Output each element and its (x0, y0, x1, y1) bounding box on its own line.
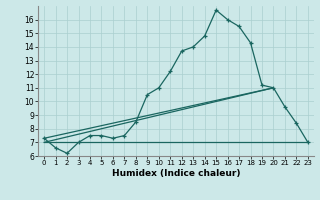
X-axis label: Humidex (Indice chaleur): Humidex (Indice chaleur) (112, 169, 240, 178)
